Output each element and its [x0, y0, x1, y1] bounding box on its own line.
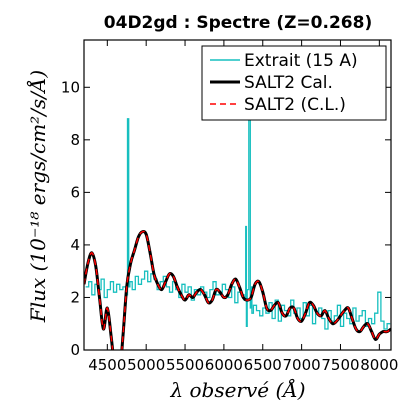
legend-label-1: SALT2 Cal. [244, 73, 333, 93]
x-tick-label: 7000 [283, 356, 321, 374]
series-line-2 [84, 230, 391, 350]
y-tick-label: 10 [61, 78, 80, 96]
x-tick-label: 7500 [321, 356, 359, 374]
y-tick-label: 4 [70, 236, 80, 254]
y-tick-label: 0 [70, 341, 80, 359]
x-tick-label: 8000 [360, 356, 398, 374]
legend: Extrait (15 A)SALT2 Cal.SALT2 (C.L.) [201, 45, 387, 121]
y-tick-label: 8 [70, 131, 80, 149]
x-tick-label: 6500 [244, 356, 282, 374]
legend-label-0: Extrait (15 A) [244, 51, 358, 71]
x-tick-label: 5000 [127, 356, 165, 374]
y-axis-label: Flux (10⁻¹⁸ ergs/cm²/s/Å) [25, 70, 50, 323]
x-tick-label: 4500 [88, 356, 126, 374]
legend-label-2: SALT2 (C.L.) [244, 95, 346, 115]
x-axis-label: λ observé (Å) [169, 377, 305, 400]
x-tick-label: 6000 [205, 356, 243, 374]
y-tick-label: 2 [70, 288, 80, 306]
chart-title: 04D2gd : Spectre (Z=0.268) [104, 13, 372, 33]
axis-ticks: 4500 5000 5500 6000 6500 7000 7500 8000 0 2 4 6 8 10 [61, 40, 398, 374]
y-tick-label: 6 [70, 183, 80, 201]
plot-area [83, 39, 392, 351]
plot-frame [83, 39, 392, 351]
x-tick-label: 5500 [166, 356, 204, 374]
